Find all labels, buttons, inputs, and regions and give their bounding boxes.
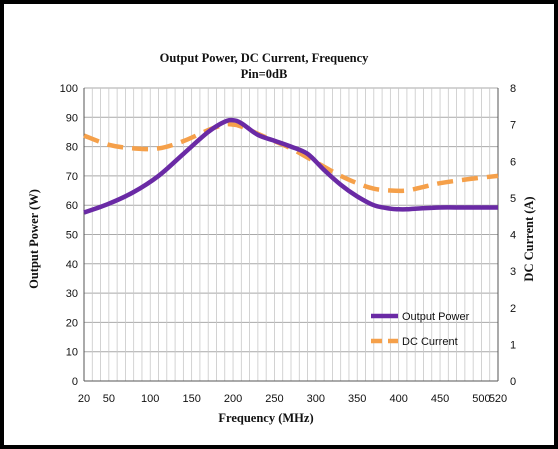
series-lines [83,117,499,215]
y-tick-label: 30 [66,288,78,300]
chart-title: Output Power, DC Current, Frequency [160,51,370,65]
chart-frame: Output Power, DC Current, Frequency Pin=… [4,4,554,445]
x-tick-label: 200 [224,393,242,405]
line-chart: Output Power, DC Current, Frequency Pin=… [4,4,554,445]
x-tick-label: 20 [78,393,90,405]
y2-tick-label: 7 [510,120,516,132]
x-tick-label: 450 [431,393,449,405]
y-tick-label: 90 [66,112,78,124]
chart-subtitle: Pin=0dB [241,67,288,81]
x-tick-label: 250 [265,393,283,405]
y-tick-label: 50 [66,230,78,242]
grid [83,87,499,382]
y-axis-title: Output Power (W) [27,189,41,289]
chart-background [4,4,554,445]
y-tick-label: 60 [66,200,78,212]
y-tick-label: 100 [60,83,78,95]
x-tick-label: 100 [141,393,159,405]
y2-tick-label: 1 [510,339,516,351]
y2-tick-label: 6 [510,156,516,168]
y2-tick-label: 2 [510,303,516,315]
x-tick-label: 150 [182,393,200,405]
y-tick-label: 0 [72,376,78,388]
y-tick-label: 40 [66,259,78,271]
y2-tick-label: 3 [510,266,516,278]
x-tick-label: 350 [348,393,366,405]
x-tick-label: 500 [472,393,490,405]
legend: Output Power DC Current [371,311,470,348]
legend-label-dc-current: DC Current [402,336,458,348]
y-tick-label: 10 [66,347,78,359]
y2-axis-title: DC Current (A) [522,196,536,281]
y2-tick-label: 5 [510,193,516,205]
x-tick-label: 400 [389,393,407,405]
x-tick-label: 300 [307,393,325,405]
legend-label-output-power: Output Power [402,311,470,323]
x-tick-label: 520 [489,393,507,405]
x-tick-label: 50 [103,393,115,405]
x-axis-title: Frequency (MHz) [218,411,313,425]
y-tick-label: 70 [66,171,78,183]
y-tick-label: 20 [66,317,78,329]
y2-tick-label: 8 [510,83,516,95]
series-line-output-power [83,117,498,215]
y2-tick-label: 0 [510,376,516,388]
y2-tick-label: 4 [510,230,516,242]
y-tick-label: 80 [66,142,78,154]
